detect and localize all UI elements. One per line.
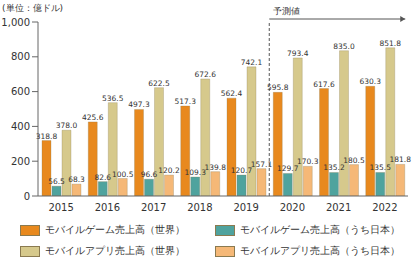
svg-text:1,000: 1,000	[8, 17, 30, 28]
svg-text:800: 800	[11, 51, 30, 62]
html-text:モバイルゲーム売上高（うち日本）: モバイルゲーム売上高（うち日本）	[240, 224, 400, 235]
svg-text:2021: 2021	[326, 202, 351, 213]
html-text:(単位：億ドル): (単位：億ドル)	[2, 3, 63, 13]
svg-text:617.6: 617.6	[313, 80, 335, 89]
svg-text:135.2: 135.2	[323, 163, 345, 172]
html-text:モバイルアプリ売上高（世界）: モバイルアプリ売上高（世界）	[45, 245, 185, 256]
svg-text:170.3: 170.3	[297, 157, 319, 166]
svg-text:0: 0	[24, 191, 30, 202]
svg-text:425.6: 425.6	[82, 113, 104, 122]
svg-text:129.7: 129.7	[277, 164, 299, 173]
svg-text:536.5: 536.5	[102, 94, 124, 103]
svg-text:851.8: 851.8	[380, 39, 402, 48]
svg-text:2015: 2015	[48, 202, 73, 213]
svg-text:672.6: 672.6	[195, 70, 217, 79]
svg-text:595.8: 595.8	[267, 83, 289, 92]
svg-text:82.6: 82.6	[94, 173, 111, 182]
svg-text:予測値: 予測値	[273, 6, 300, 16]
svg-text:742.1: 742.1	[241, 58, 263, 67]
svg-text:2017: 2017	[141, 202, 166, 213]
html-text:モバイルゲーム売上高（世界）: モバイルゲーム売上高（世界）	[45, 224, 185, 235]
svg-text:120.7: 120.7	[231, 166, 253, 175]
svg-text:2019: 2019	[233, 202, 258, 213]
svg-text:180.5: 180.5	[343, 156, 365, 165]
svg-text:68.3: 68.3	[68, 175, 85, 184]
svg-text:157.1: 157.1	[251, 160, 273, 169]
svg-text:400: 400	[11, 121, 30, 132]
svg-text:318.8: 318.8	[36, 132, 58, 141]
svg-text:378.0: 378.0	[56, 121, 78, 130]
html-text:モバイルアプリ売上高（うち日本）: モバイルアプリ売上高（うち日本）	[240, 245, 400, 256]
svg-text:622.5: 622.5	[148, 79, 170, 88]
svg-text:2018: 2018	[187, 202, 212, 213]
svg-text:793.4: 793.4	[287, 49, 309, 58]
svg-text:181.8: 181.8	[390, 155, 406, 164]
svg-text:497.3: 497.3	[128, 100, 150, 109]
svg-text:2020: 2020	[280, 202, 305, 213]
svg-text:600: 600	[11, 86, 30, 97]
svg-text:56.5: 56.5	[48, 177, 65, 186]
svg-text:96.6: 96.6	[141, 170, 158, 179]
svg-text:200: 200	[11, 156, 30, 167]
svg-text:517.3: 517.3	[175, 97, 197, 106]
svg-text:139.8: 139.8	[205, 163, 227, 172]
svg-text:135.5: 135.5	[370, 163, 392, 172]
svg-text:100.5: 100.5	[112, 170, 134, 179]
svg-text:2022: 2022	[372, 202, 397, 213]
svg-text:120.2: 120.2	[158, 166, 180, 175]
svg-text:835.0: 835.0	[333, 42, 355, 51]
svg-text:562.4: 562.4	[221, 89, 243, 98]
svg-text:2016: 2016	[95, 202, 120, 213]
svg-text:630.3: 630.3	[360, 77, 382, 86]
svg-text:109.3: 109.3	[185, 168, 207, 177]
